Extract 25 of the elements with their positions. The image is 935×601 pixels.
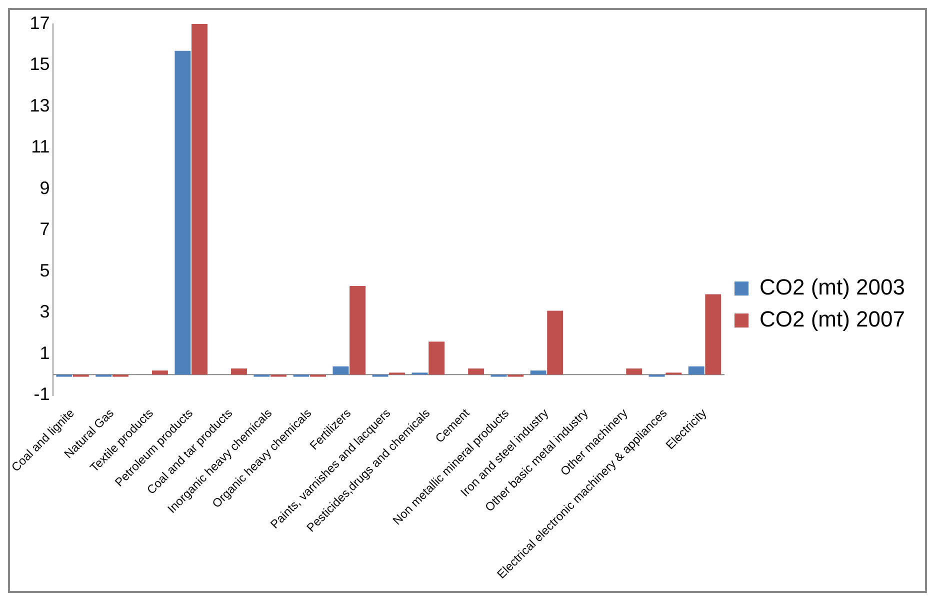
y-tick-label: 5 [40, 260, 50, 280]
legend-label: CO2 (mt) 2003 [760, 274, 906, 300]
y-tick-label: -1 [34, 384, 50, 404]
y-tick-label: 3 [40, 302, 50, 322]
y-tick-label: 17 [30, 12, 50, 33]
bar [231, 368, 247, 375]
bar [705, 294, 722, 375]
bar [547, 310, 564, 375]
bar [152, 370, 168, 375]
y-tick-label: 7 [40, 219, 50, 240]
bar [468, 368, 484, 375]
y-tick-label: 1 [40, 342, 50, 363]
bar [174, 50, 191, 375]
bar [350, 286, 366, 375]
legend-label: CO2 (mt) 2007 [760, 306, 906, 332]
bar [688, 366, 704, 375]
bar [428, 342, 445, 375]
y-tick-label: 15 [30, 54, 50, 74]
bar [192, 24, 208, 375]
bar [332, 366, 349, 375]
bar [530, 370, 546, 375]
y-tick-label: 11 [31, 136, 50, 157]
bar [626, 368, 642, 375]
y-tick-label: 13 [30, 95, 50, 116]
y-tick-label: 9 [40, 178, 50, 198]
